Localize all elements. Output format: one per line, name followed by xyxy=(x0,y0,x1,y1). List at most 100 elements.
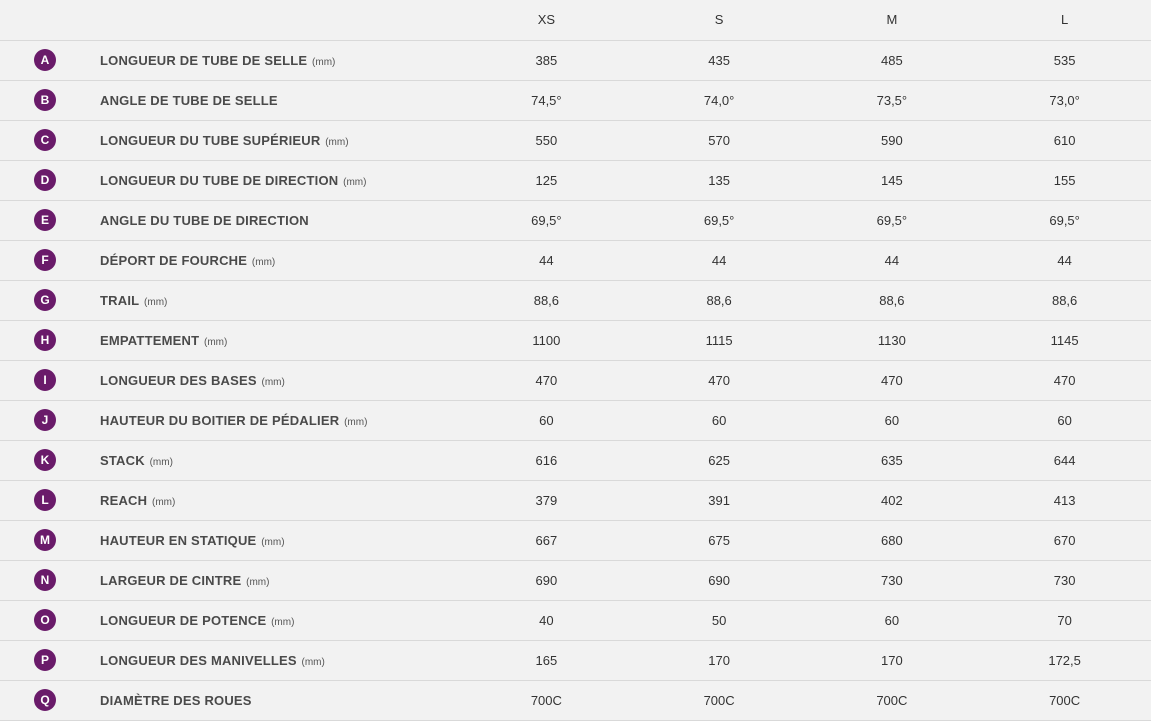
row-letter-badge: B xyxy=(34,89,56,111)
row-label-unit: (mm) xyxy=(243,577,269,588)
table-row: FDÉPORT DE FOURCHE (mm)44444444 xyxy=(0,240,1151,280)
row-letter-badge: K xyxy=(34,449,56,471)
header-size-m: M xyxy=(806,0,979,40)
row-label-text: LARGEUR DE CINTRE xyxy=(100,573,241,588)
table-cell: 550 xyxy=(460,120,633,160)
row-label-unit: (mm) xyxy=(201,337,227,348)
table-cell: 88,6 xyxy=(806,280,979,320)
table-row: ILONGUEUR DES BASES (mm)470470470470 xyxy=(0,360,1151,400)
table-row: EANGLE DU TUBE DE DIRECTION69,5°69,5°69,… xyxy=(0,200,1151,240)
table-cell: 88,6 xyxy=(978,280,1151,320)
row-label-text: LONGUEUR DU TUBE DE DIRECTION xyxy=(100,173,338,188)
row-label-cell: TRAIL (mm) xyxy=(90,280,460,320)
row-label-text: STACK xyxy=(100,453,145,468)
row-label-text: ANGLE DE TUBE DE SELLE xyxy=(100,93,278,108)
row-badge-cell: K xyxy=(0,440,90,480)
table-cell: 1130 xyxy=(806,320,979,360)
table-cell: 70 xyxy=(978,600,1151,640)
table-row: LREACH (mm)379391402413 xyxy=(0,480,1151,520)
table-cell: 700C xyxy=(978,680,1151,720)
table-cell: 73,5° xyxy=(806,80,979,120)
table-cell: 667 xyxy=(460,520,633,560)
row-badge-cell: B xyxy=(0,80,90,120)
table-cell: 88,6 xyxy=(633,280,806,320)
row-label-unit: (mm) xyxy=(141,297,167,308)
row-label-cell: LONGUEUR DU TUBE DE DIRECTION (mm) xyxy=(90,160,460,200)
row-badge-cell: F xyxy=(0,240,90,280)
header-size-l: L xyxy=(978,0,1151,40)
row-letter-badge: G xyxy=(34,289,56,311)
row-badge-cell: O xyxy=(0,600,90,640)
row-label-unit: (mm) xyxy=(299,657,325,668)
table-cell: 69,5° xyxy=(806,200,979,240)
row-label-cell: EMPATTEMENT (mm) xyxy=(90,320,460,360)
table-cell: 60 xyxy=(633,400,806,440)
row-label-text: LONGUEUR DE POTENCE xyxy=(100,613,266,628)
table-cell: 700C xyxy=(806,680,979,720)
table-row: QDIAMÈTRE DES ROUES700C700C700C700C xyxy=(0,680,1151,720)
header-size-xs: XS xyxy=(460,0,633,40)
table-cell: 155 xyxy=(978,160,1151,200)
row-label-cell: LONGUEUR DE POTENCE (mm) xyxy=(90,600,460,640)
row-label-unit: (mm) xyxy=(341,417,367,428)
table-cell: 644 xyxy=(978,440,1151,480)
table-cell: 165 xyxy=(460,640,633,680)
row-label-cell: STACK (mm) xyxy=(90,440,460,480)
row-badge-cell: H xyxy=(0,320,90,360)
table-cell: 50 xyxy=(633,600,806,640)
table-row: DLONGUEUR DU TUBE DE DIRECTION (mm)12513… xyxy=(0,160,1151,200)
table-cell: 40 xyxy=(460,600,633,640)
row-letter-badge: Q xyxy=(34,689,56,711)
table-cell: 60 xyxy=(460,400,633,440)
table-row: PLONGUEUR DES MANIVELLES (mm)16517017017… xyxy=(0,640,1151,680)
row-label-unit: (mm) xyxy=(340,177,366,188)
row-letter-badge: C xyxy=(34,129,56,151)
row-label-unit: (mm) xyxy=(249,257,275,268)
row-letter-badge: D xyxy=(34,169,56,191)
table-cell: 413 xyxy=(978,480,1151,520)
row-label-unit: (mm) xyxy=(322,137,348,148)
row-label-text: EMPATTEMENT xyxy=(100,333,199,348)
row-label-cell: LONGUEUR DES BASES (mm) xyxy=(90,360,460,400)
row-label-unit: (mm) xyxy=(309,57,335,68)
row-label-cell: REACH (mm) xyxy=(90,480,460,520)
row-label-cell: DIAMÈTRE DES ROUES xyxy=(90,680,460,720)
table-cell: 700C xyxy=(460,680,633,720)
row-label-cell: ANGLE DE TUBE DE SELLE xyxy=(90,80,460,120)
row-badge-cell: Q xyxy=(0,680,90,720)
table-cell: 470 xyxy=(633,360,806,400)
row-letter-badge: P xyxy=(34,649,56,671)
row-badge-cell: N xyxy=(0,560,90,600)
row-label-cell: LONGUEUR DE TUBE DE SELLE (mm) xyxy=(90,40,460,80)
table-cell: 402 xyxy=(806,480,979,520)
row-label-cell: LARGEUR DE CINTRE (mm) xyxy=(90,560,460,600)
table-cell: 44 xyxy=(460,240,633,280)
table-cell: 690 xyxy=(460,560,633,600)
geometry-table: XS S M L ALONGUEUR DE TUBE DE SELLE (mm)… xyxy=(0,0,1151,721)
table-cell: 74,0° xyxy=(633,80,806,120)
table-cell: 60 xyxy=(978,400,1151,440)
table-cell: 1115 xyxy=(633,320,806,360)
table-cell: 635 xyxy=(806,440,979,480)
row-label-cell: HAUTEUR EN STATIQUE (mm) xyxy=(90,520,460,560)
table-row: CLONGUEUR DU TUBE SUPÉRIEUR (mm)55057059… xyxy=(0,120,1151,160)
table-cell: 74,5° xyxy=(460,80,633,120)
row-letter-badge: L xyxy=(34,489,56,511)
table-cell: 170 xyxy=(633,640,806,680)
row-badge-cell: I xyxy=(0,360,90,400)
row-badge-cell: G xyxy=(0,280,90,320)
row-letter-badge: N xyxy=(34,569,56,591)
row-badge-cell: L xyxy=(0,480,90,520)
table-cell: 60 xyxy=(806,600,979,640)
table-cell: 391 xyxy=(633,480,806,520)
row-letter-badge: F xyxy=(34,249,56,271)
row-letter-badge: I xyxy=(34,369,56,391)
table-cell: 69,5° xyxy=(460,200,633,240)
table-cell: 73,0° xyxy=(978,80,1151,120)
row-label-cell: LONGUEUR DES MANIVELLES (mm) xyxy=(90,640,460,680)
table-cell: 610 xyxy=(978,120,1151,160)
row-label-unit: (mm) xyxy=(258,537,284,548)
table-cell: 670 xyxy=(978,520,1151,560)
row-badge-cell: C xyxy=(0,120,90,160)
table-cell: 535 xyxy=(978,40,1151,80)
